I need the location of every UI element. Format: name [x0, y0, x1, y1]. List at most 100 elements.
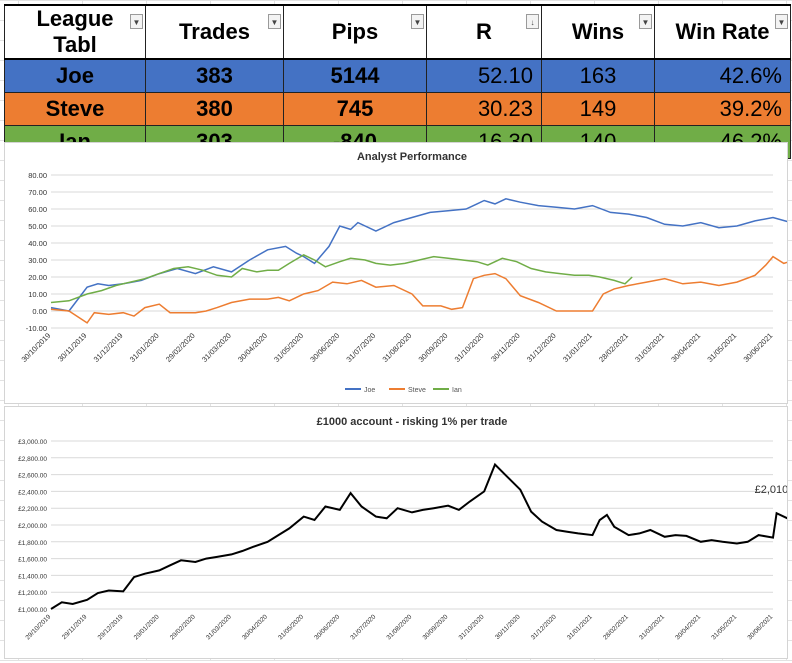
- x-tick-label: 30/06/2021: [742, 331, 775, 364]
- y-tick-label: 70.00: [28, 188, 47, 197]
- x-tick-label: 30/06/2020: [313, 613, 341, 641]
- annotation-label: £2,010.58: [755, 484, 787, 496]
- legend-label: Joe: [364, 387, 375, 394]
- y-tick-label: £2,800.00: [18, 456, 47, 463]
- x-tick-label: 31/08/2020: [381, 331, 414, 364]
- x-tick-label: 31/01/2021: [566, 613, 594, 641]
- legend-label: Steve: [408, 387, 426, 394]
- filter-dropdown-icon[interactable]: ▼: [639, 14, 652, 29]
- y-tick-label: 10.00: [28, 290, 47, 299]
- header-label: R: [476, 19, 492, 44]
- x-tick-label: 31/01/2021: [561, 331, 594, 364]
- x-tick-label: 30/04/2021: [669, 331, 702, 364]
- x-tick-label: 31/01/2020: [128, 331, 161, 364]
- row-trades[interactable]: 380: [145, 92, 284, 126]
- y-tick-label: £2,000.00: [18, 523, 47, 530]
- header-league: League Tabl ▼: [4, 4, 146, 60]
- row-trades[interactable]: 383: [145, 58, 284, 93]
- table-row: Joe 383 5144 52.10 163 42.6%: [4, 58, 791, 93]
- filter-dropdown-icon[interactable]: ▼: [775, 14, 788, 29]
- x-tick-label: 31/12/2020: [525, 331, 558, 364]
- x-tick-label: 29/02/2020: [164, 331, 197, 364]
- sort-descending-icon[interactable]: ↓: [526, 14, 539, 29]
- legend-label: Ian: [452, 387, 462, 394]
- y-tick-label: 30.00: [28, 256, 47, 265]
- y-tick-label: 50.00: [28, 222, 47, 231]
- series-line-ian: [50, 254, 633, 304]
- row-name[interactable]: Joe: [4, 58, 146, 93]
- header-label: Win Rate: [675, 19, 770, 44]
- x-tick-label: 31/10/2020: [458, 613, 486, 641]
- account-balance-svg: £1000 account - risking 1% per trade £3,0…: [18, 416, 792, 641]
- x-tick-label: 29/10/2019: [24, 613, 52, 641]
- y-tick-label: £1,400.00: [18, 573, 47, 580]
- y-tick-label: 0.00: [32, 307, 47, 316]
- row-pips[interactable]: 745: [283, 92, 427, 126]
- x-tick-label: 28/02/2021: [597, 331, 630, 364]
- row-pips[interactable]: 5144: [283, 58, 427, 93]
- row-win-rate[interactable]: 42.6%: [654, 58, 791, 93]
- y-tick-label: -10.00: [26, 324, 47, 333]
- y-tick-label: £1,800.00: [18, 540, 47, 547]
- x-tick-label: 31/12/2019: [92, 331, 125, 364]
- x-tick-label: 30/11/2020: [489, 331, 522, 364]
- header-label: League Tabl: [36, 6, 114, 57]
- account-balance-chart[interactable]: £1000 account - risking 1% per trade £3,0…: [4, 406, 792, 659]
- y-tick-label: £2,200.00: [18, 506, 47, 513]
- y-tick-label: 80.00: [28, 171, 47, 180]
- filter-dropdown-icon[interactable]: ▼: [268, 14, 281, 29]
- x-tick-label: 30/11/2020: [494, 613, 522, 641]
- x-tick-label: 31/03/2020: [200, 331, 233, 364]
- header-win-rate: Win Rate ▼: [654, 4, 791, 60]
- x-tick-label: 30/10/2019: [20, 331, 53, 364]
- x-tick-label: 30/09/2020: [422, 613, 450, 641]
- row-wins[interactable]: 163: [541, 58, 655, 93]
- y-tick-label: £2,400.00: [18, 489, 47, 496]
- table-header-row: League Tabl ▼ Trades ▼ Pips ▼ R ↓ Wins ▼ Win …: [4, 4, 791, 60]
- header-label: Pips: [331, 19, 379, 44]
- filter-dropdown-icon[interactable]: ▼: [130, 14, 143, 29]
- table-row: Steve 380 745 30.23 149 39.2%: [4, 92, 791, 126]
- x-tick-label: 30/06/2021: [746, 613, 774, 641]
- y-tick-label: £2,600.00: [18, 473, 47, 480]
- x-tick-label: 30/04/2021: [674, 613, 702, 641]
- x-tick-label: 29/02/2020: [169, 613, 197, 641]
- x-tick-label: 29/01/2020: [133, 613, 161, 641]
- header-wins: Wins ▼: [541, 4, 655, 60]
- header-trades: Trades ▼: [145, 4, 284, 60]
- series-line-balance: [50, 462, 792, 610]
- x-tick-label: 31/03/2021: [633, 331, 666, 364]
- x-tick-label: 30/06/2020: [308, 331, 341, 364]
- y-tick-label: 40.00: [28, 239, 47, 248]
- analyst-performance-chart[interactable]: Analyst Performance 80.00 70.00 60.00 50.00 4…: [4, 142, 792, 404]
- header-pips: Pips ▼: [283, 4, 427, 60]
- x-tick-label: 31/10/2020: [453, 331, 486, 364]
- x-tick-label: 31/03/2020: [205, 613, 233, 641]
- x-tick-label: 31/07/2020: [344, 331, 377, 364]
- x-tick-label: 30/09/2020: [417, 331, 450, 364]
- x-tick-label: 28/02/2021: [602, 613, 630, 641]
- x-tick-label: 30/04/2020: [241, 613, 269, 641]
- analyst-performance-svg: Analyst Performance 80.00 70.00 60.00 50.00 4…: [20, 151, 792, 394]
- x-tick-label: 31/05/2021: [710, 613, 738, 641]
- row-name[interactable]: Steve: [4, 92, 146, 126]
- row-r[interactable]: 52.10: [426, 58, 542, 93]
- row-win-rate[interactable]: 39.2%: [654, 92, 791, 126]
- x-tick-label: 31/08/2020: [385, 613, 413, 641]
- x-tick-label: 29/11/2019: [61, 613, 89, 641]
- x-tick-label: 29/12/2019: [97, 613, 125, 641]
- row-r[interactable]: 30.23: [426, 92, 542, 126]
- y-tick-label: 60.00: [28, 205, 47, 214]
- x-tick-label: 30/04/2020: [236, 331, 269, 364]
- filter-dropdown-icon[interactable]: ▼: [411, 14, 424, 29]
- chart-title: Analyst Performance: [357, 151, 467, 163]
- y-tick-label: 20.00: [28, 273, 47, 282]
- league-table: League Tabl ▼ Trades ▼ Pips ▼ R ↓ Wins ▼ Win …: [4, 4, 791, 159]
- x-tick-label: 31/07/2020: [349, 613, 377, 641]
- y-tick-label: £1,200.00: [18, 590, 47, 597]
- chart-title: £1000 account - risking 1% per trade: [317, 416, 508, 428]
- row-wins[interactable]: 149: [541, 92, 655, 126]
- y-tick-label: £1,600.00: [18, 557, 47, 564]
- header-label: Wins: [571, 19, 625, 44]
- x-tick-label: 31/12/2020: [530, 613, 558, 641]
